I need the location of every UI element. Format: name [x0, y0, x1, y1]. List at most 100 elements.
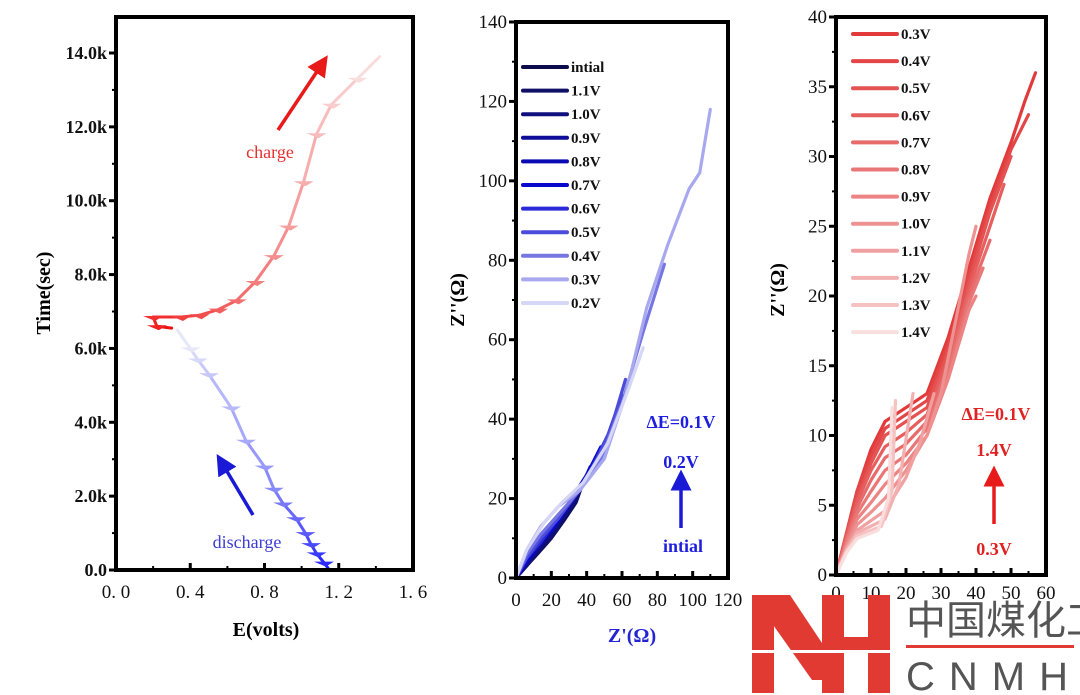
p1-charge-segment — [355, 55, 382, 81]
p2-y-tick-label: 60 — [488, 330, 507, 351]
p1-charge-marker — [226, 299, 247, 305]
p2-legend-item: 0.5V — [521, 225, 601, 241]
p1-discharge-segment — [207, 372, 233, 410]
p2-legend-item: 0.2V — [521, 296, 601, 312]
p2-legend-label: 0.5V — [571, 225, 601, 241]
p1-discharge-marker — [180, 347, 201, 353]
p3-x-tick-label: 20 — [897, 583, 916, 604]
p3-y-axis: 0 5 10 15 20 25 30 35 40 — [808, 7, 836, 586]
p2-x-tick-label: 120 — [714, 590, 743, 611]
p3-delta-e-label: ΔE=0.1V — [961, 404, 1030, 424]
p1-discharge-marker — [187, 358, 208, 364]
p1-x-tick-label: 1. 2 — [325, 582, 354, 603]
p3-y-tick-label: 20 — [808, 286, 827, 307]
p1-plot-frame — [114, 15, 415, 572]
p1-discharge-segment — [229, 406, 248, 443]
p2-plot-frame — [514, 20, 730, 580]
p3-series-group — [834, 71, 1038, 577]
p3-end-label: 1.4V — [976, 440, 1012, 460]
p1-y-tick-label: 12.0k — [65, 117, 107, 137]
p1-x-axis-title: E(volts) — [233, 619, 300, 641]
p1-x-tick-label: 1. 6 — [399, 582, 428, 603]
p2-legend-item: 0.4V — [521, 249, 601, 265]
p2-legend-item: 0.8V — [521, 154, 601, 170]
p1-discharge-marker — [235, 439, 256, 445]
p1-discharge-marker — [300, 543, 321, 549]
p1-discharge-segment — [244, 439, 266, 469]
p3-x-tick-label: 40 — [967, 583, 986, 604]
p1-charge-marker — [245, 280, 266, 286]
p3-legend-label: 1.1V — [901, 244, 931, 260]
p3-legend-item: 0.3V — [851, 27, 931, 43]
p1-charge-segment — [287, 180, 305, 229]
p1-discharge-marker — [306, 552, 327, 558]
p1-x-tick-label: 0. 4 — [176, 582, 205, 603]
p1-charge-marker — [347, 77, 368, 83]
p2-legend-label: 0.8V — [571, 154, 601, 170]
p3-x-tick-label: 60 — [1037, 583, 1056, 604]
p1-charge-marker — [306, 133, 327, 139]
p1-charge-marker — [263, 255, 284, 261]
p1-charge-marker — [293, 181, 314, 187]
p1-charge-segment — [235, 280, 257, 302]
p2-x-tick-label: 40 — [577, 590, 596, 611]
p2-y-tick-label: 120 — [479, 91, 508, 112]
p1-y-tick-label: 14.0k — [65, 43, 107, 63]
logo-mark-icon — [748, 595, 894, 693]
p3-legend-label: 1.3V — [901, 298, 931, 314]
p3-plot-frame — [834, 15, 1048, 577]
p3-legend-item: 0.5V — [851, 81, 931, 97]
p1-charge-marker — [208, 308, 229, 314]
p1-discharge-marker — [254, 465, 275, 471]
charge-arrow-icon — [276, 55, 328, 131]
p1-discharge-segment — [175, 328, 192, 350]
p3-legend-label: 0.9V — [901, 190, 931, 206]
charge-label: charge — [246, 142, 294, 162]
discharge-arrow-icon — [216, 453, 255, 516]
p2-y-axis-title: Z''(Ω) — [447, 273, 469, 327]
p3-legend-item: 1.2V — [851, 271, 931, 287]
p2-series-line — [514, 346, 645, 580]
p1-charge-segment — [301, 132, 318, 184]
p1-charge-segment — [272, 225, 291, 258]
p2-x-tick-label: 20 — [542, 590, 561, 611]
p3-series-line — [834, 224, 978, 577]
p3-legend-label: 1.0V — [901, 217, 931, 233]
p3-legend-label: 0.4V — [901, 54, 931, 70]
p2-y-axis: 0 20 40 60 80 100 120 140 — [479, 12, 516, 589]
p3-legend-item: 1.3V — [851, 298, 931, 314]
p3-x-tick-label: 30 — [932, 583, 951, 604]
p1-discharge-marker — [273, 502, 294, 508]
p1-charge-marker — [143, 316, 164, 322]
p1-discharge-marker — [295, 532, 316, 538]
p2-y-tick-label: 140 — [479, 12, 508, 33]
logo-divider — [906, 645, 1074, 648]
p2-legend-item: 0.9V — [521, 131, 601, 147]
p1-charge-segment — [314, 103, 333, 136]
p2-legend-item: 0.3V — [521, 272, 601, 288]
p2-legend-item: 1.0V — [521, 107, 601, 123]
p1-y-tick-label: 10.0k — [65, 191, 107, 211]
p1-x-axis: 0. 0 0. 4 0. 8 1. 2 1. 6 — [102, 563, 428, 603]
p1-x-tick-label: 0. 0 — [102, 582, 131, 603]
discharge-label: discharge — [213, 532, 282, 552]
p1-y-tick-label: 2.0k — [74, 486, 107, 506]
p3-legend-label: 1.4V — [901, 325, 931, 341]
p2-series-group — [514, 107, 712, 580]
p1-discharge-marker — [313, 561, 334, 567]
p2-legend-label: 0.9V — [571, 131, 601, 147]
p2-x-tick-label: 0 — [511, 590, 521, 611]
p2-delta-e-label: ΔE=0.1V — [646, 412, 715, 432]
p3-y-tick-label: 40 — [808, 7, 827, 28]
p2-y-tick-label: 20 — [488, 489, 507, 510]
p2-y-tick-label: 80 — [488, 250, 507, 271]
p3-y-tick-label: 35 — [808, 77, 827, 98]
p1-x-tick-label: 0. 8 — [250, 582, 279, 603]
p3-legend-label: 0.8V — [901, 163, 931, 179]
p3-x-tick-label: 0 — [831, 583, 841, 604]
p1-discharge-marker — [198, 373, 219, 379]
p3-y-tick-label: 0 — [818, 565, 828, 586]
p3-series-line — [834, 266, 985, 577]
p1-series-charge — [143, 55, 382, 331]
